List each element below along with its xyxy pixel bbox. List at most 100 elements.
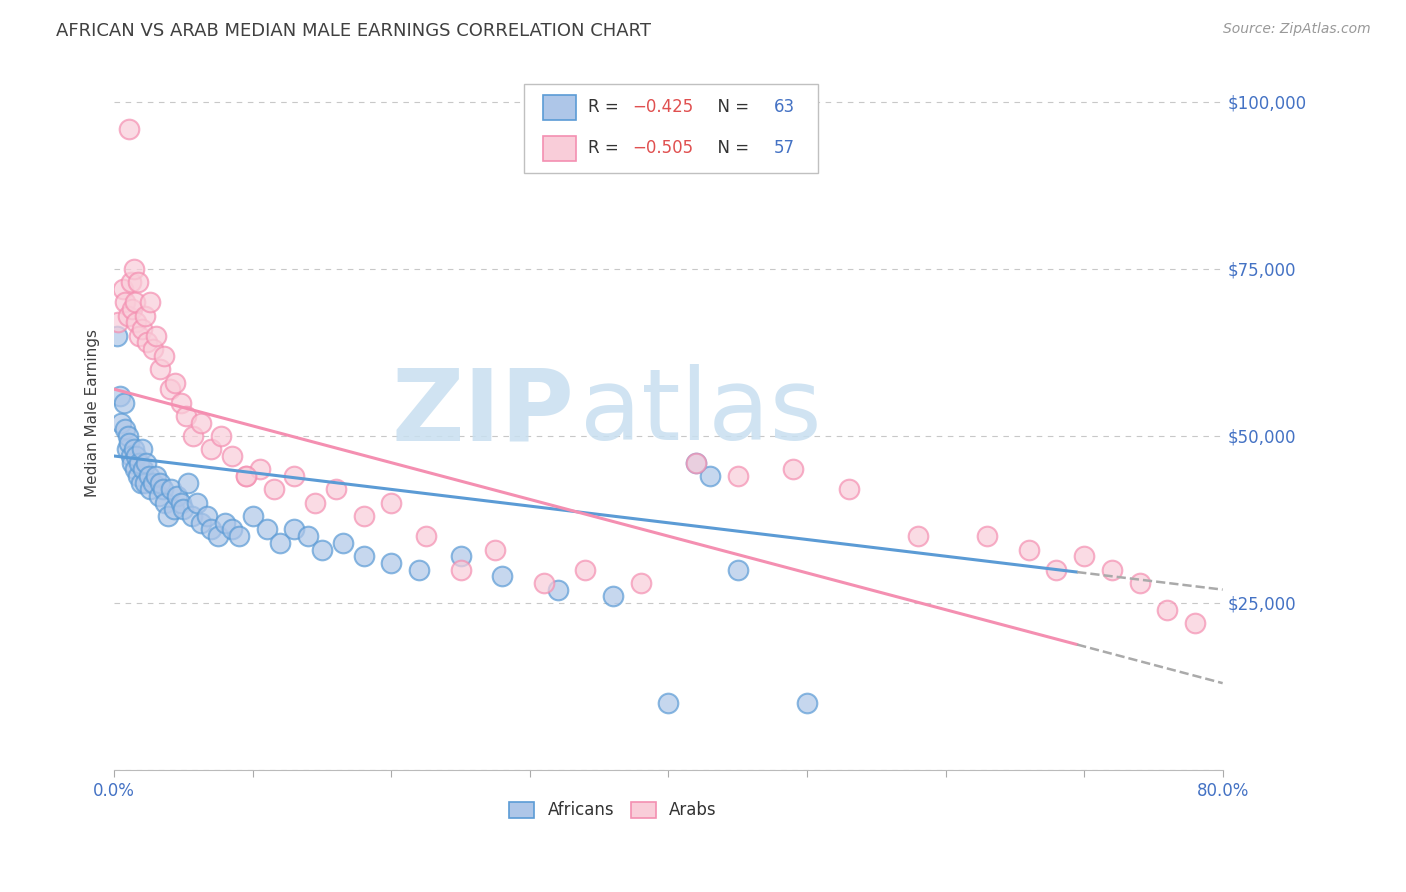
Point: [125, 315, 148, 329]
Point: [108, 389, 131, 403]
Point: [190, 416, 212, 430]
Point: [165, 376, 187, 390]
Point: [256, 523, 278, 537]
Text: R =: R =: [588, 139, 623, 157]
Point: [127, 469, 149, 483]
Point: [484, 542, 506, 557]
Point: [207, 529, 229, 543]
Text: atlas: atlas: [579, 364, 821, 461]
Point: [249, 462, 271, 476]
Point: [699, 469, 721, 483]
Point: [152, 483, 174, 497]
Point: [602, 589, 624, 603]
Point: [117, 429, 139, 443]
Point: [491, 569, 513, 583]
Point: [325, 483, 347, 497]
Point: [110, 416, 132, 430]
Point: [228, 529, 250, 543]
Text: 63: 63: [773, 98, 794, 116]
Point: [1184, 615, 1206, 630]
Point: [157, 509, 180, 524]
Point: [107, 315, 129, 329]
Point: [304, 496, 326, 510]
Point: [111, 282, 134, 296]
Text: Source: ZipAtlas.com: Source: ZipAtlas.com: [1223, 22, 1371, 37]
Text: 57: 57: [773, 139, 794, 157]
Point: [139, 483, 162, 497]
Point: [128, 456, 150, 470]
Point: [221, 523, 243, 537]
Point: [415, 529, 437, 543]
Point: [129, 475, 152, 490]
Point: [128, 328, 150, 343]
Point: [1018, 542, 1040, 557]
Point: [263, 483, 285, 497]
Point: [907, 529, 929, 543]
Point: [163, 502, 186, 516]
Point: [235, 469, 257, 483]
Point: [115, 442, 138, 457]
Point: [105, 328, 128, 343]
Point: [174, 409, 197, 423]
Point: [170, 395, 193, 409]
Point: [533, 576, 555, 591]
Point: [142, 342, 165, 356]
Point: [796, 696, 818, 710]
Point: [142, 475, 165, 490]
Point: [166, 489, 188, 503]
Point: [145, 469, 167, 483]
Point: [685, 456, 707, 470]
Point: [145, 328, 167, 343]
Text: N =: N =: [707, 139, 755, 157]
Point: [121, 456, 143, 470]
Point: [838, 483, 860, 497]
Point: [186, 496, 208, 510]
Point: [408, 563, 430, 577]
Point: [574, 563, 596, 577]
Text: −0.425: −0.425: [631, 98, 693, 116]
Point: [180, 509, 202, 524]
Point: [269, 536, 291, 550]
Point: [122, 442, 145, 457]
Point: [685, 456, 707, 470]
Point: [118, 435, 141, 450]
Point: [148, 489, 170, 503]
Point: [657, 696, 679, 710]
Point: [450, 549, 472, 564]
Point: [283, 469, 305, 483]
Point: [283, 523, 305, 537]
FancyBboxPatch shape: [524, 84, 818, 173]
Point: [242, 509, 264, 524]
Point: [1128, 576, 1150, 591]
Text: ZIP: ZIP: [391, 364, 574, 461]
Point: [112, 395, 135, 409]
Legend: Africans, Arabs: Africans, Arabs: [502, 795, 724, 826]
Point: [181, 429, 204, 443]
FancyBboxPatch shape: [543, 95, 576, 120]
Text: N =: N =: [707, 98, 755, 116]
Point: [380, 496, 402, 510]
Point: [782, 462, 804, 476]
Point: [127, 275, 149, 289]
Y-axis label: Median Male Earnings: Median Male Earnings: [86, 328, 100, 497]
Point: [134, 309, 156, 323]
Point: [139, 295, 162, 310]
Point: [547, 582, 569, 597]
Point: [209, 429, 232, 443]
Point: [297, 529, 319, 543]
Point: [214, 516, 236, 530]
Point: [450, 563, 472, 577]
Point: [380, 556, 402, 570]
Point: [138, 469, 160, 483]
Point: [200, 442, 222, 457]
Point: [353, 549, 375, 564]
Point: [190, 516, 212, 530]
Point: [122, 261, 145, 276]
Point: [172, 502, 194, 516]
Point: [155, 496, 177, 510]
Point: [114, 422, 136, 436]
Point: [1045, 563, 1067, 577]
Point: [200, 523, 222, 537]
Point: [176, 475, 198, 490]
Point: [120, 449, 142, 463]
